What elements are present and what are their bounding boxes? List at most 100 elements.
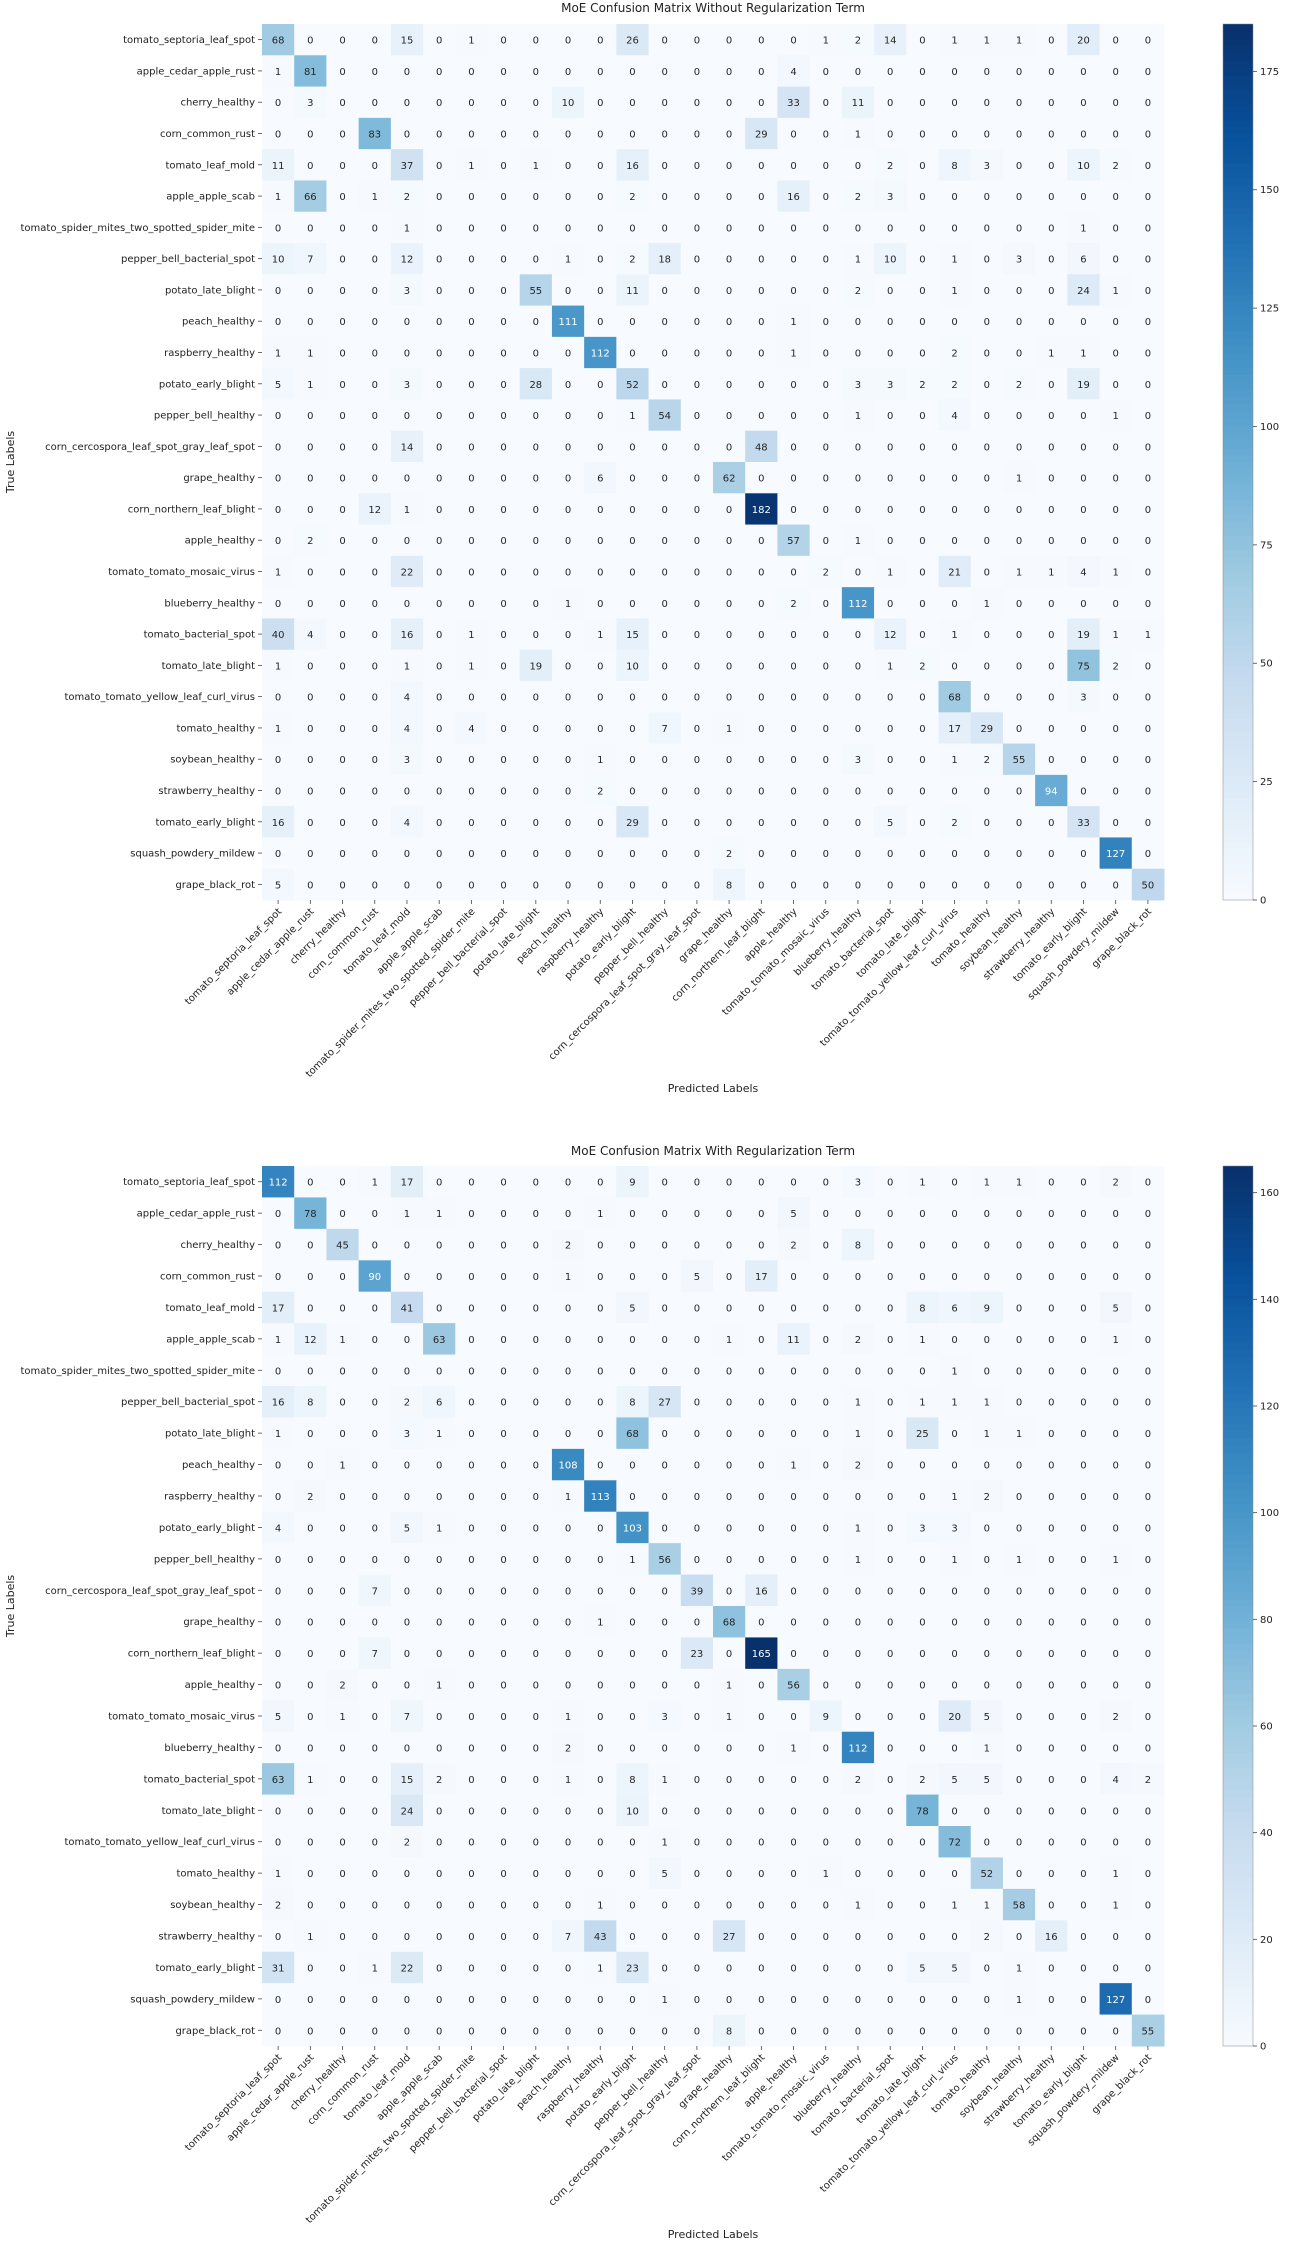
cell-value: 0 xyxy=(372,1241,378,1252)
cell-value: 1 xyxy=(275,67,281,78)
cell-value: 0 xyxy=(694,1303,700,1314)
cell-value: 0 xyxy=(694,36,700,47)
colorbar-segment xyxy=(1223,162,1253,171)
cell-value: 0 xyxy=(404,1241,410,1252)
cell-value: 0 xyxy=(1145,1681,1151,1692)
heatmap-cell xyxy=(841,211,875,244)
cell-value: 1 xyxy=(984,1743,990,1754)
colorbar-segment xyxy=(1223,673,1253,682)
cell-value: 0 xyxy=(887,880,893,891)
heatmap-cell xyxy=(777,149,811,181)
heatmap-cell xyxy=(1131,368,1165,400)
colorbar-segment xyxy=(1223,1760,1253,1768)
heatmap-cell xyxy=(294,524,327,557)
cell-value: 0 xyxy=(855,630,861,641)
cell-value: 0 xyxy=(758,1963,764,1974)
cell-value: 0 xyxy=(694,1523,700,1534)
cell-value: 0 xyxy=(823,536,829,547)
y-tick-labels: tomato_septoria_leaf_spotapple_cedar_app… xyxy=(21,1177,262,2037)
heatmap-cell xyxy=(713,493,746,526)
cell-value: 0 xyxy=(1145,849,1151,860)
cell-value: 0 xyxy=(629,1712,635,1723)
heatmap-cell xyxy=(841,555,875,588)
colorbar-segment xyxy=(1223,1892,1253,1900)
cell-value: 0 xyxy=(790,661,796,672)
cell-value: 0 xyxy=(436,630,442,641)
cell-value: 4 xyxy=(404,818,410,829)
heatmap-cell xyxy=(1099,587,1133,619)
cell-value: 68 xyxy=(626,1429,639,1440)
cell-value: 0 xyxy=(661,192,667,203)
cell-value: 45 xyxy=(336,1241,349,1252)
cell-value: 0 xyxy=(372,67,378,78)
heatmap-cell xyxy=(970,117,1004,150)
heatmap-cell xyxy=(713,24,746,56)
cell-value: 0 xyxy=(307,1743,313,1754)
heatmap-cell xyxy=(745,180,778,213)
cell-value: 0 xyxy=(533,1743,539,1754)
cell-value: 2 xyxy=(307,1492,313,1503)
cell-value: 1 xyxy=(790,1743,796,1754)
cell-value: 0 xyxy=(1080,1586,1086,1597)
cell-value: 0 xyxy=(629,1209,635,1220)
cell-value: 0 xyxy=(694,693,700,704)
cell-value: 4 xyxy=(307,630,313,641)
cell-value: 0 xyxy=(404,67,410,78)
heatmap-cell xyxy=(455,305,488,338)
cell-value: 0 xyxy=(436,36,442,47)
cell-value: 0 xyxy=(275,223,281,234)
cell-value: 0 xyxy=(339,1995,345,2006)
colorbar-segment xyxy=(1223,337,1253,346)
x-tick-label: corn_cercospora_leaf_spot_gray_leaf_spot xyxy=(547,2052,703,2208)
cell-value: 1 xyxy=(951,1398,957,1409)
cell-value: 0 xyxy=(468,2026,474,2037)
cell-value: 0 xyxy=(372,1775,378,1786)
heatmap-cell xyxy=(262,117,295,150)
cell-value: 1 xyxy=(790,317,796,328)
cell-value: 0 xyxy=(1145,161,1151,172)
cell-value: 0 xyxy=(468,1178,474,1189)
cell-value: 0 xyxy=(500,1775,506,1786)
cell-value: 0 xyxy=(468,1838,474,1849)
heatmap-cell xyxy=(938,274,972,307)
cell-value: 0 xyxy=(1145,286,1151,297)
heatmap-cell xyxy=(487,55,521,88)
cell-value: 0 xyxy=(372,1366,378,1377)
heatmap-cell xyxy=(487,462,521,494)
colorbar-segment xyxy=(1223,1261,1253,1270)
cell-value: 0 xyxy=(1048,286,1054,297)
cell-value: 0 xyxy=(1016,1806,1022,1817)
cell-value: 6 xyxy=(1080,255,1086,266)
heatmap-cell xyxy=(745,587,778,619)
cell-value: 0 xyxy=(533,474,539,485)
heatmap-cell xyxy=(519,305,553,338)
cell-value: 0 xyxy=(951,98,957,109)
colorbar-segment xyxy=(1223,856,1253,865)
cell-value: 0 xyxy=(372,1461,378,1472)
cell-value: 0 xyxy=(726,442,732,453)
cell-value: 0 xyxy=(597,317,603,328)
y-tick-label: grape_healthy xyxy=(183,473,255,484)
colorbar-segment xyxy=(1223,1686,1253,1695)
cell-value: 0 xyxy=(758,1523,764,1534)
cell-value: 0 xyxy=(887,1303,893,1314)
colorbar-segment xyxy=(1223,45,1253,54)
cell-value: 0 xyxy=(1145,505,1151,516)
cell-value: 0 xyxy=(790,442,796,453)
cell-value: 0 xyxy=(984,787,990,798)
cell-value: 0 xyxy=(468,1649,474,1660)
heatmap-cell xyxy=(680,274,714,307)
cell-value: 0 xyxy=(919,787,925,798)
cell-value: 0 xyxy=(694,1555,700,1566)
cell-value: 0 xyxy=(726,98,732,109)
cell-value: 0 xyxy=(694,380,700,391)
colorbar-segment xyxy=(1223,1195,1253,1204)
heatmap-cell xyxy=(487,399,521,432)
cell-value: 0 xyxy=(855,1712,861,1723)
cell-value: 0 xyxy=(307,818,313,829)
heatmap-cell xyxy=(294,336,327,369)
cell-value: 0 xyxy=(790,630,796,641)
heatmap-cell xyxy=(519,493,553,526)
cell-value: 0 xyxy=(919,536,925,547)
heatmap-cell xyxy=(938,305,972,338)
